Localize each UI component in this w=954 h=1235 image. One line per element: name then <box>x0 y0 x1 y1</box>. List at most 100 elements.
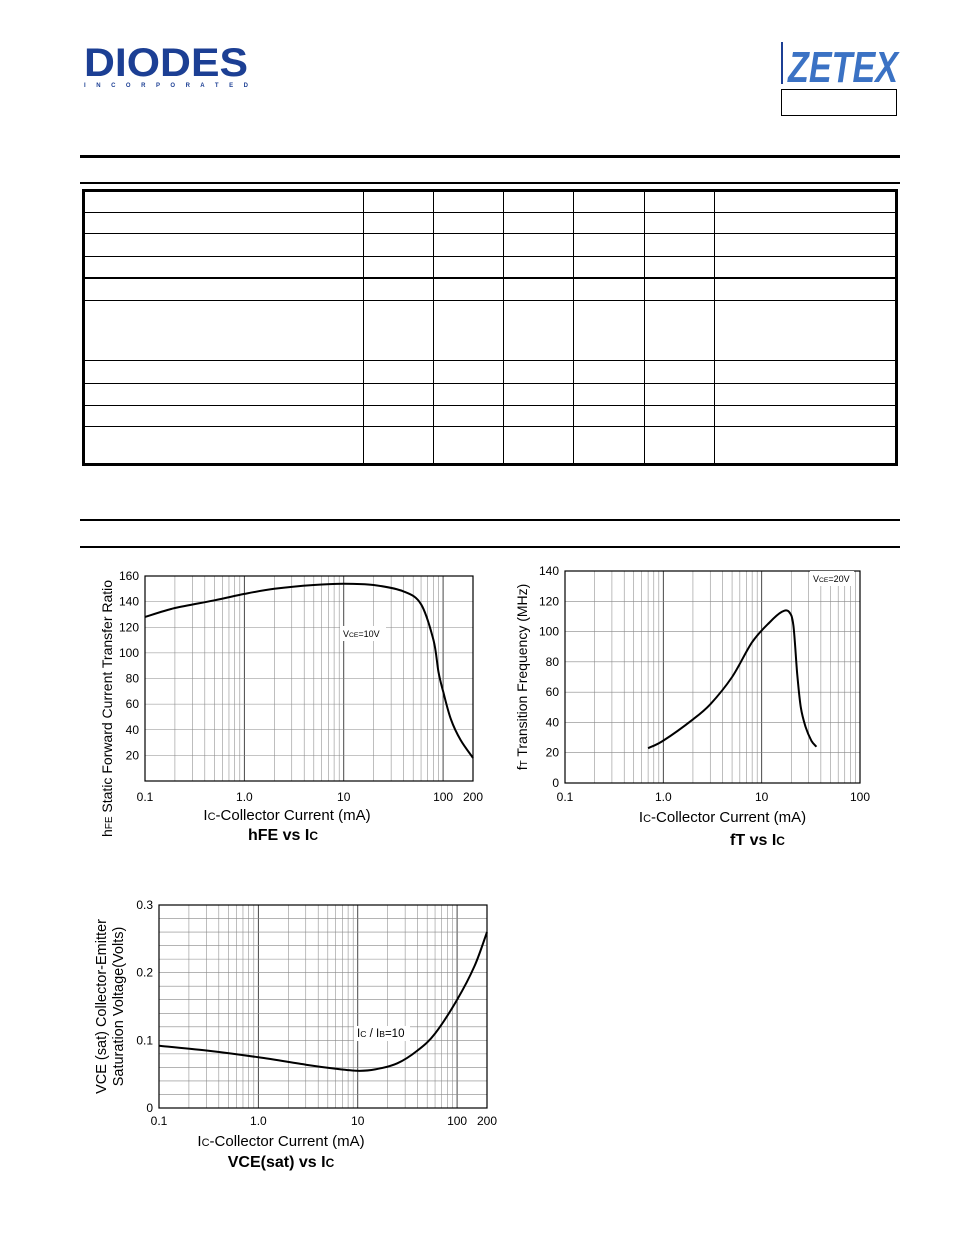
x-axis-label-main: I <box>639 809 643 826</box>
table-cell <box>84 191 364 213</box>
hfe-vs-ic-chart: 0.1 1.0 10 100 20020406080100120140160IC-Col… <box>99 569 483 844</box>
y-tick-label: 140 <box>539 564 559 578</box>
zetex-logo-bar <box>781 42 783 84</box>
table-cell <box>363 255 434 279</box>
table-cell <box>644 277 715 301</box>
table-row <box>84 426 896 464</box>
y-axis-label-main: f <box>514 766 530 770</box>
table-cell <box>644 404 715 428</box>
x-axis-label: IC-Collector Current (mA) <box>203 807 370 824</box>
table-cell <box>714 211 896 235</box>
y-tick-label: 0 <box>146 1101 153 1115</box>
annotation-subscript: CE <box>819 577 829 584</box>
y-tick-label: 100 <box>119 646 139 660</box>
table-cell <box>363 383 434 406</box>
annotation-subscript: B <box>379 1029 385 1039</box>
y-tick-label: 20 <box>546 746 560 760</box>
y-tick-label: 80 <box>546 655 560 669</box>
annotation-label: VCE=10V <box>343 629 380 639</box>
series-line <box>647 609 818 750</box>
table-cell <box>644 211 715 235</box>
table-row <box>84 277 896 301</box>
x-axis-label-main: I <box>203 807 207 824</box>
diodes-logo: DIODES I N C O R P O R A T E D <box>84 42 249 89</box>
y-axis-label: Saturation Voltage(Volts) <box>111 927 127 1087</box>
y-axis-label: VCE (sat) Collector-Emitter <box>94 919 110 1094</box>
table-cell <box>573 211 645 235</box>
y-tick-label: 40 <box>546 715 560 729</box>
x-tick-label: 0.1 <box>151 1114 168 1128</box>
y-tick-label: 100 <box>539 625 559 639</box>
table-cell <box>644 426 715 464</box>
table-row <box>84 211 896 235</box>
y-tick-label: 60 <box>126 697 140 711</box>
table-cell <box>714 404 896 428</box>
table-cell <box>84 404 364 428</box>
table-cell <box>363 277 434 301</box>
plot-frame <box>144 575 474 782</box>
annotation-rest: =10 <box>385 1028 405 1040</box>
table-cell <box>433 255 504 279</box>
y-axis-label-subscript: T <box>519 760 530 766</box>
y-tick-label: 80 <box>126 672 140 686</box>
chart-title-mid: vs I <box>745 832 776 849</box>
y-tick-label: 0 <box>552 776 559 790</box>
y-axis-label-rest: Transition Frequency (MHz) <box>514 584 530 761</box>
table-row <box>84 404 896 428</box>
section-rule-chart-top <box>80 519 900 521</box>
annotation-main: V <box>343 629 349 639</box>
table-cell <box>503 255 574 279</box>
table-row <box>84 360 896 385</box>
table-row <box>84 255 896 279</box>
part-number-box <box>781 89 897 116</box>
table-cell <box>503 383 574 406</box>
table-cell <box>714 191 896 213</box>
series-line <box>144 582 474 759</box>
table-cell <box>433 383 504 406</box>
y-axis-label-subscript: FE <box>104 816 115 829</box>
annotation-subscript: CE <box>349 632 359 639</box>
diodes-logo-text: DIODES <box>84 42 248 85</box>
plot-frame <box>158 904 488 1109</box>
x-axis-label-rest: -Collector Current (mA) <box>210 1133 365 1150</box>
table-cell <box>433 277 504 301</box>
chart-title: hFE vs IC <box>248 827 318 844</box>
x-tick-label: 1.0 <box>655 790 672 804</box>
table-cell <box>503 404 574 428</box>
y-tick-label: 0.3 <box>136 898 153 912</box>
table-cell <box>433 211 504 235</box>
ft-series <box>647 609 818 750</box>
table-cell <box>573 299 645 362</box>
table-cell <box>363 233 434 257</box>
plot-frame <box>564 570 861 784</box>
annotation-background <box>340 626 386 641</box>
electrical-characteristics-table <box>82 189 898 466</box>
table-cell <box>573 277 645 301</box>
x-tick-label: 0.1 <box>137 790 154 804</box>
y-tick-label: 40 <box>126 723 140 737</box>
table-cell <box>433 299 504 362</box>
hfe-grid <box>144 575 474 782</box>
table-cell <box>433 426 504 464</box>
ft-labels: 0.1 1.0 10 100020406080100120140IC-Collecto… <box>514 564 870 849</box>
table-cell <box>573 191 645 213</box>
x-tick-label: 100 <box>447 1114 467 1128</box>
x-tick-label: 10 <box>755 790 769 804</box>
table-cell <box>714 426 896 464</box>
table-cell <box>503 299 574 362</box>
table-cell <box>573 383 645 406</box>
y-tick-label: 120 <box>539 594 559 608</box>
table-cell <box>644 299 715 362</box>
table-cell <box>433 404 504 428</box>
x-axis-label-subscript: C <box>202 1137 210 1149</box>
table-cell <box>363 404 434 428</box>
y-axis-label-main: h <box>99 829 115 837</box>
chart-title-subscript: C <box>326 1156 335 1170</box>
x-axis-label: IC-Collector Current (mA) <box>197 1133 364 1150</box>
table-cell <box>503 211 574 235</box>
table-cell <box>503 191 574 213</box>
table-cell <box>644 191 715 213</box>
chart-title-main: hFE <box>248 827 279 844</box>
